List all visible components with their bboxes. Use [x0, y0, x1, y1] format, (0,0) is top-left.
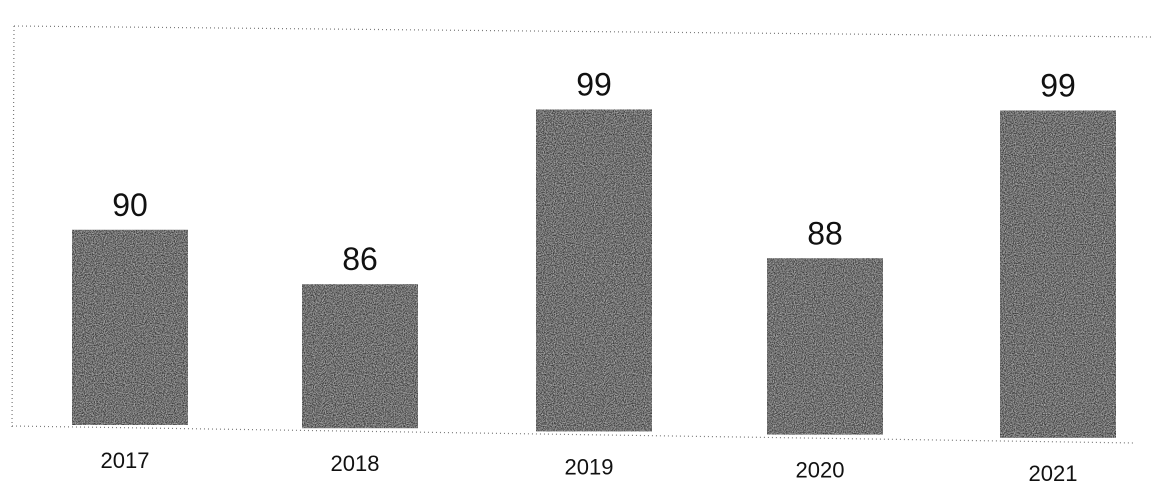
x-tick-label-2019: 2019 — [565, 454, 614, 479]
data-labels: 90 86 99 88 99 — [112, 66, 1076, 277]
bar-value-label-2020: 88 — [807, 215, 843, 251]
bar-2017 — [72, 229, 188, 425]
plot-top-border — [13, 25, 1153, 38]
bar-value-label-2018: 86 — [342, 241, 378, 277]
bar-2021 — [1000, 110, 1116, 438]
bar-2019 — [536, 109, 652, 432]
x-tick-label-2020: 2020 — [796, 458, 845, 483]
bar-value-label-2021: 99 — [1040, 67, 1076, 103]
x-tick-label-2017: 2017 — [101, 448, 150, 473]
bar-series — [72, 109, 1116, 438]
bar-value-label-2017: 90 — [112, 187, 148, 223]
bar-2018 — [302, 284, 418, 429]
x-axis-tick-labels: 2017 2018 2019 2020 2021 — [101, 448, 1078, 486]
bar-2020 — [767, 258, 883, 435]
plot-left-border — [11, 25, 15, 431]
plot-frame — [11, 25, 1153, 444]
x-tick-label-2018: 2018 — [331, 451, 380, 476]
bar-value-label-2019: 99 — [576, 66, 612, 102]
x-tick-label-2021: 2021 — [1029, 461, 1078, 486]
